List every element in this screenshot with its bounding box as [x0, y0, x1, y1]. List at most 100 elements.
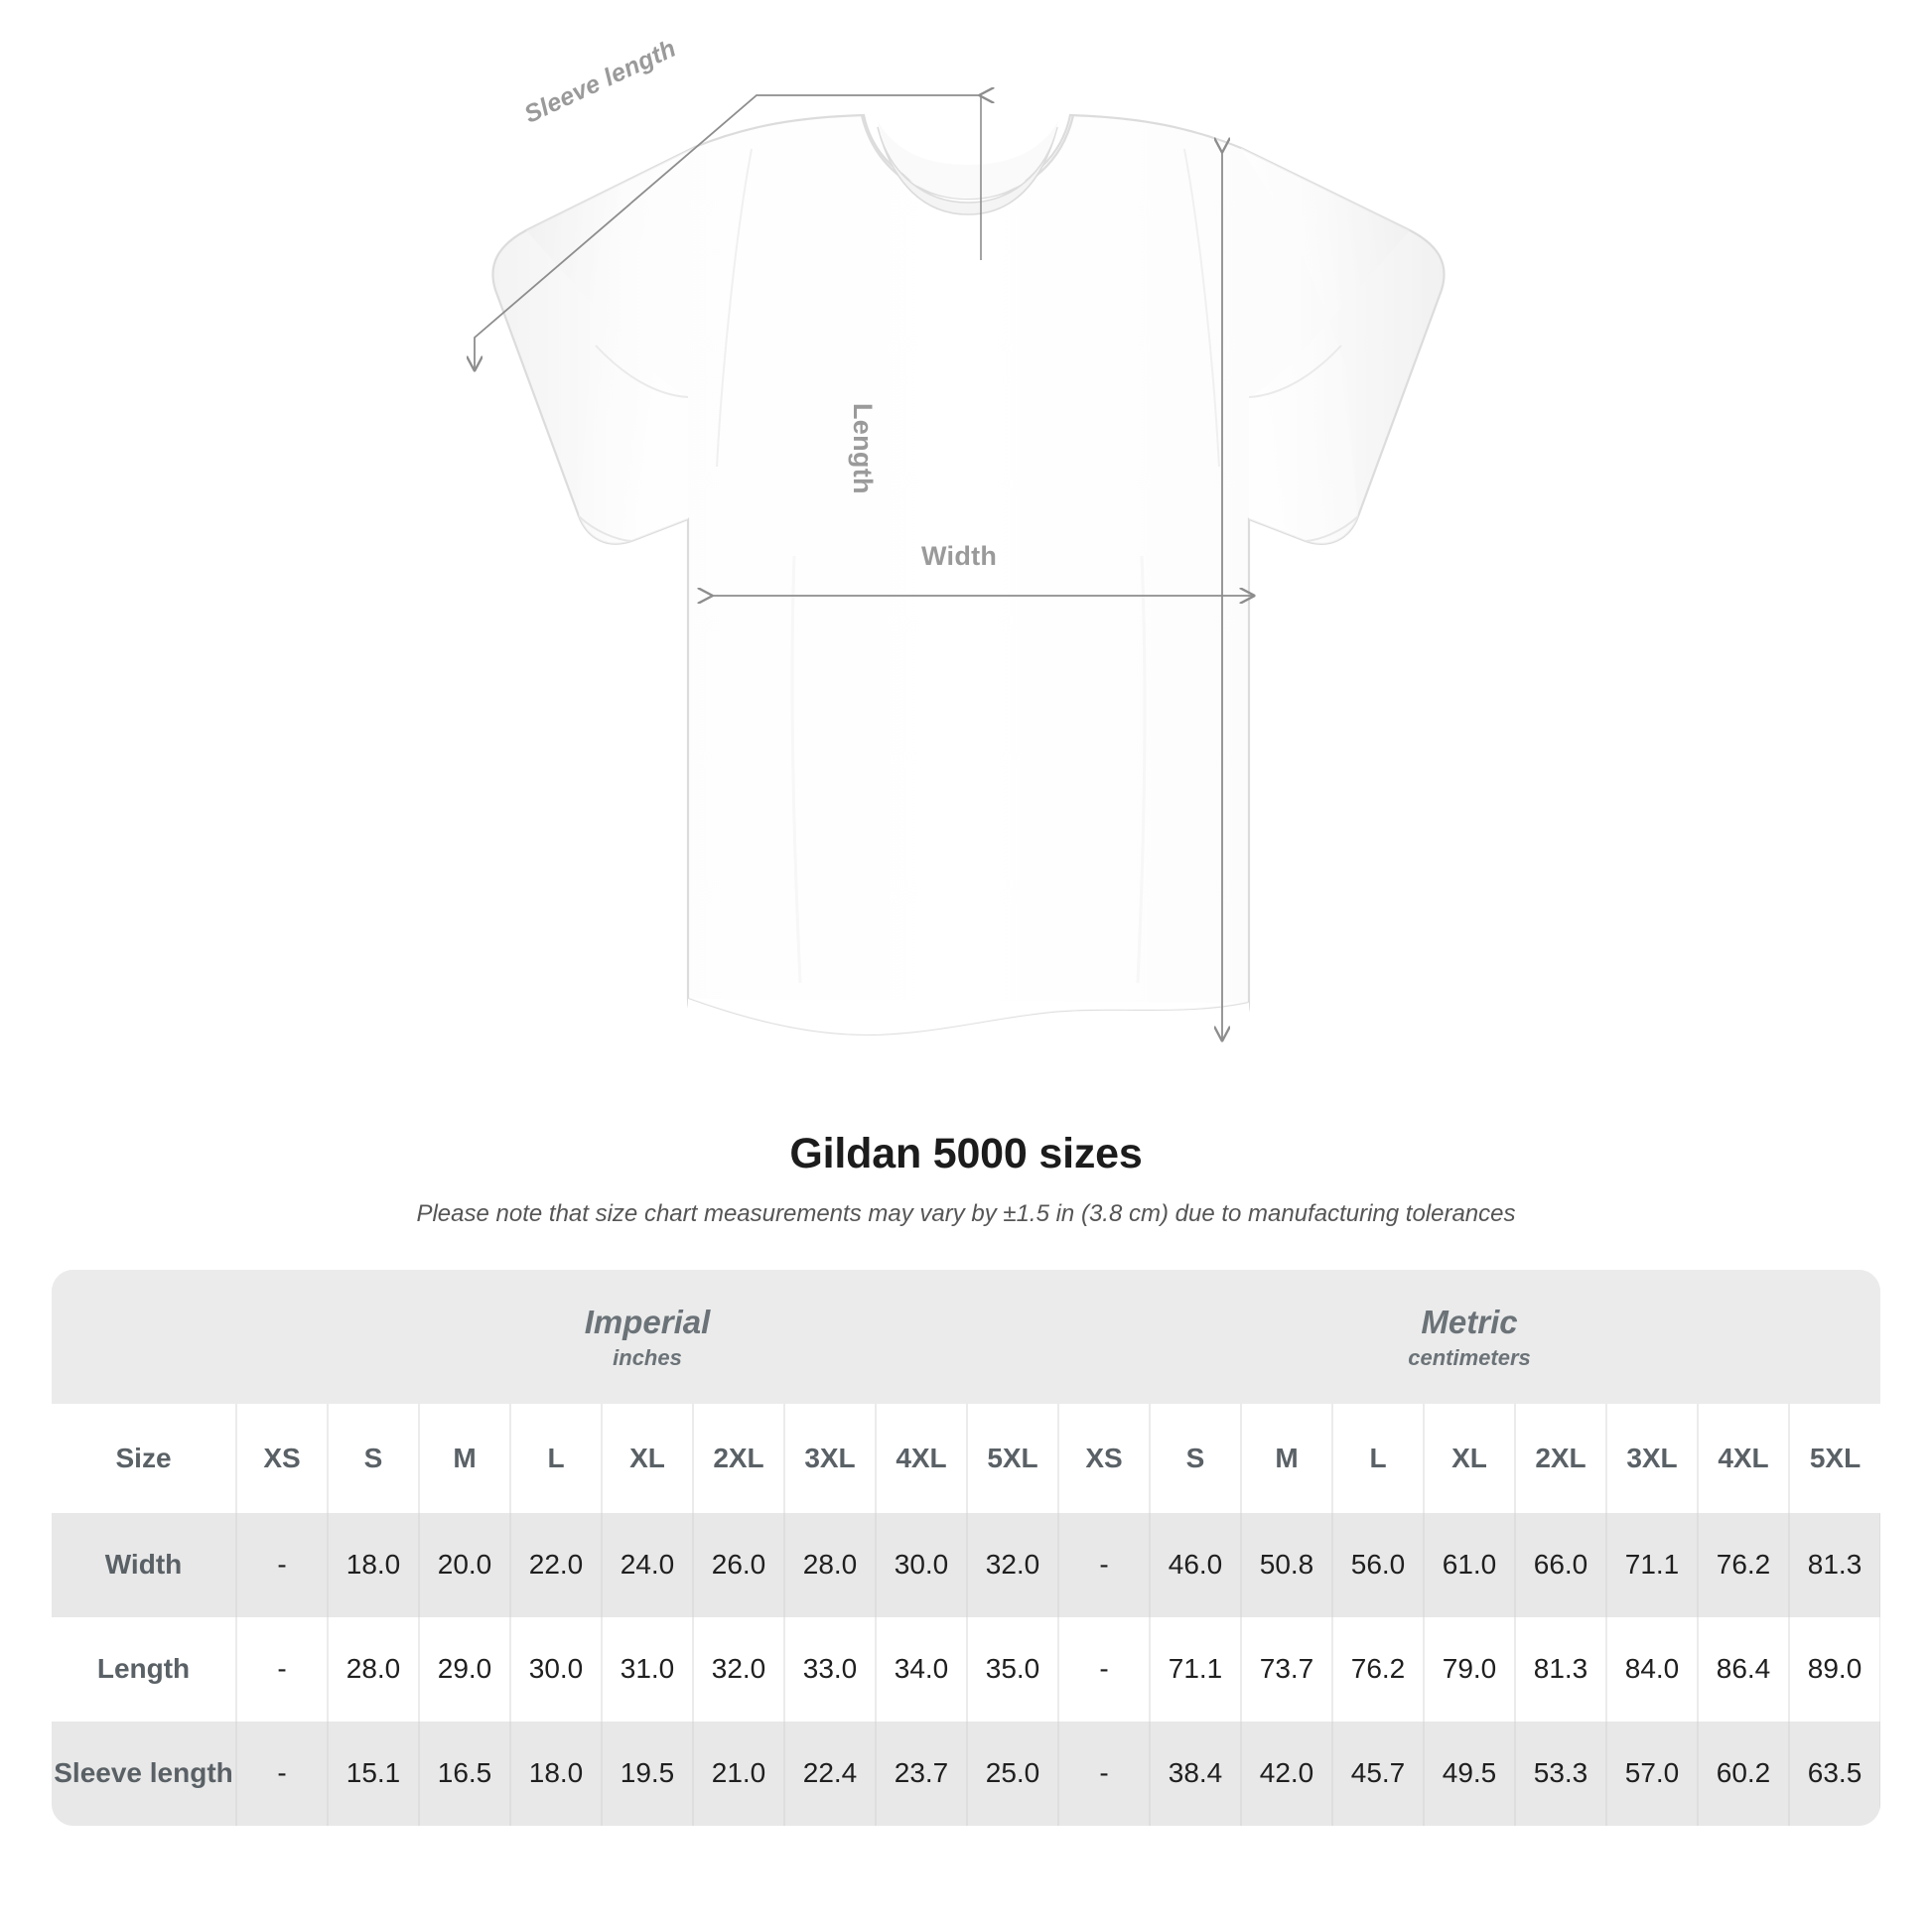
cell-metric-l: 56.0: [1332, 1512, 1425, 1617]
size-header-metric-4xl: 4XL: [1698, 1403, 1790, 1513]
size-header-label: Size: [52, 1403, 237, 1513]
cell-metric-l: 45.7: [1332, 1721, 1425, 1826]
cell-metric-xs: -: [1058, 1721, 1151, 1826]
unit-spacer-cell: [52, 1270, 236, 1404]
cell-imperial-s: 28.0: [328, 1616, 420, 1722]
cell-metric-s: 38.4: [1150, 1721, 1242, 1826]
size-header-metric-2xl: 2XL: [1515, 1403, 1607, 1513]
row-label-length: Length: [52, 1616, 237, 1722]
size-header-row: Size XS S M L XL 2XL 3XL 4XL 5XL XS S M L XL 2XL 3XL 4XL…: [52, 1403, 1880, 1513]
cell-metric-4xl: 76.2: [1698, 1512, 1790, 1617]
size-header-imperial-4xl: 4XL: [876, 1403, 968, 1513]
fabric-fold-1: [790, 555, 802, 984]
right-sleeve-seam: [1248, 345, 1342, 398]
cell-imperial-xl: 24.0: [602, 1512, 694, 1617]
cell-imperial-xs: -: [236, 1616, 329, 1722]
hem-mask: [688, 999, 1249, 1052]
size-header-imperial-xs: XS: [236, 1403, 329, 1513]
unit-name-imperial: Imperial: [584, 1304, 711, 1340]
tolerance-note: Please note that size chart measurements…: [416, 1200, 1516, 1227]
right-sleeve-hem: [1305, 515, 1359, 542]
cell-metric-xl: 61.0: [1424, 1512, 1516, 1617]
cell-metric-m: 73.7: [1241, 1616, 1333, 1722]
cell-metric-m: 42.0: [1241, 1721, 1333, 1826]
cell-metric-5xl: 89.0: [1789, 1616, 1880, 1722]
table-row: Length -28.0 29.0 30.0 31.0 32.0 33.0 34.0 35.0-…: [52, 1616, 1880, 1722]
tshirt-illustration: Sleeve length Length Width: [0, 0, 1446, 1052]
right-sleeve-shading: [1241, 148, 1410, 544]
unit-sub-imperial: inches: [613, 1344, 682, 1370]
size-header-imperial-2xl: 2XL: [693, 1403, 785, 1513]
size-chart-table-wrapper: Imperial inches Metric centimeters Size …: [52, 1270, 1880, 1826]
size-chart-table: Imperial inches Metric centimeters Size …: [52, 1270, 1880, 1826]
fabric-fold-2: [1136, 555, 1147, 984]
row-label-width: Width: [52, 1512, 237, 1617]
size-header-metric-m: M: [1241, 1403, 1333, 1513]
cell-imperial-l: 18.0: [510, 1721, 603, 1826]
tshirt-body-shape: [491, 113, 1446, 1052]
cell-imperial-s: 18.0: [328, 1512, 420, 1617]
cell-metric-3xl: 57.0: [1606, 1721, 1699, 1826]
page-title: Gildan 5000 sizes: [789, 1130, 1143, 1177]
left-sleeve-hem: [578, 515, 632, 542]
cell-imperial-2xl: 26.0: [693, 1512, 785, 1617]
cell-metric-m: 50.8: [1241, 1512, 1333, 1617]
row-label-sleeve-length: Sleeve length: [52, 1721, 237, 1826]
cell-imperial-xl: 19.5: [602, 1721, 694, 1826]
unit-sub-metric: centimeters: [1408, 1344, 1531, 1370]
cell-imperial-3xl: 28.0: [784, 1512, 877, 1617]
cell-metric-4xl: 86.4: [1698, 1616, 1790, 1722]
cell-imperial-s: 15.1: [328, 1721, 420, 1826]
size-header-imperial-3xl: 3XL: [784, 1403, 877, 1513]
cell-metric-3xl: 84.0: [1606, 1616, 1699, 1722]
cell-imperial-l: 30.0: [510, 1616, 603, 1722]
sleeve-length-line: [475, 95, 981, 369]
size-header-imperial-l: L: [510, 1403, 603, 1513]
size-header-metric-xl: XL: [1424, 1403, 1516, 1513]
cell-metric-5xl: 81.3: [1789, 1512, 1880, 1617]
cell-imperial-xl: 31.0: [602, 1616, 694, 1722]
measurement-annotations: [475, 95, 1253, 1039]
cell-imperial-5xl: 25.0: [967, 1721, 1059, 1826]
cell-imperial-l: 22.0: [510, 1512, 603, 1617]
bottom-hem: [687, 997, 1250, 1037]
size-header-metric-5xl: 5XL: [1789, 1403, 1880, 1513]
cell-imperial-2xl: 32.0: [693, 1616, 785, 1722]
size-table-body: Width -18.0 20.0 22.0 24.0 26.0 28.0 30.0 32.0-4…: [52, 1512, 1880, 1826]
size-header-metric-s: S: [1150, 1403, 1242, 1513]
cell-metric-s: 71.1: [1150, 1616, 1242, 1722]
unit-header-imperial: Imperial inches: [236, 1270, 1058, 1404]
cell-imperial-xs: -: [236, 1721, 329, 1826]
cell-metric-l: 76.2: [1332, 1616, 1425, 1722]
cell-imperial-4xl: 34.0: [876, 1616, 968, 1722]
cell-metric-5xl: 63.5: [1789, 1721, 1880, 1826]
size-header-imperial-5xl: 5XL: [967, 1403, 1059, 1513]
size-header-imperial-m: M: [419, 1403, 511, 1513]
cell-metric-xs: -: [1058, 1616, 1151, 1722]
cell-metric-xl: 49.5: [1424, 1721, 1516, 1826]
table-row: Sleeve length -15.1 16.5 18.0 19.5 21.0 22.4 23…: [52, 1721, 1880, 1826]
table-row: Width -18.0 20.0 22.0 24.0 26.0 28.0 30.0 32.0-4…: [52, 1512, 1880, 1617]
cell-imperial-4xl: 30.0: [876, 1512, 968, 1617]
width-label: Width: [921, 541, 998, 571]
cell-imperial-m: 20.0: [419, 1512, 511, 1617]
length-label: Length: [848, 403, 878, 494]
size-header-metric-l: L: [1332, 1403, 1425, 1513]
title-block: Gildan 5000 sizes Please note that size …: [0, 1122, 1932, 1228]
cell-metric-2xl: 81.3: [1515, 1616, 1607, 1722]
cell-imperial-3xl: 33.0: [784, 1616, 877, 1722]
cell-imperial-m: 16.5: [419, 1721, 511, 1826]
cell-metric-2xl: 53.3: [1515, 1721, 1607, 1826]
tshirt-diagram-svg: [0, 0, 1446, 1052]
size-header-metric-xs: XS: [1058, 1403, 1151, 1513]
cell-imperial-2xl: 21.0: [693, 1721, 785, 1826]
size-header-imperial-s: S: [328, 1403, 420, 1513]
cell-metric-xs: -: [1058, 1512, 1151, 1617]
size-header-metric-3xl: 3XL: [1606, 1403, 1699, 1513]
size-header-imperial-xl: XL: [602, 1403, 694, 1513]
cell-metric-4xl: 60.2: [1698, 1721, 1790, 1826]
cell-metric-xl: 79.0: [1424, 1616, 1516, 1722]
cell-imperial-5xl: 32.0: [967, 1512, 1059, 1617]
cell-metric-s: 46.0: [1150, 1512, 1242, 1617]
unit-header-metric: Metric centimeters: [1058, 1270, 1880, 1404]
